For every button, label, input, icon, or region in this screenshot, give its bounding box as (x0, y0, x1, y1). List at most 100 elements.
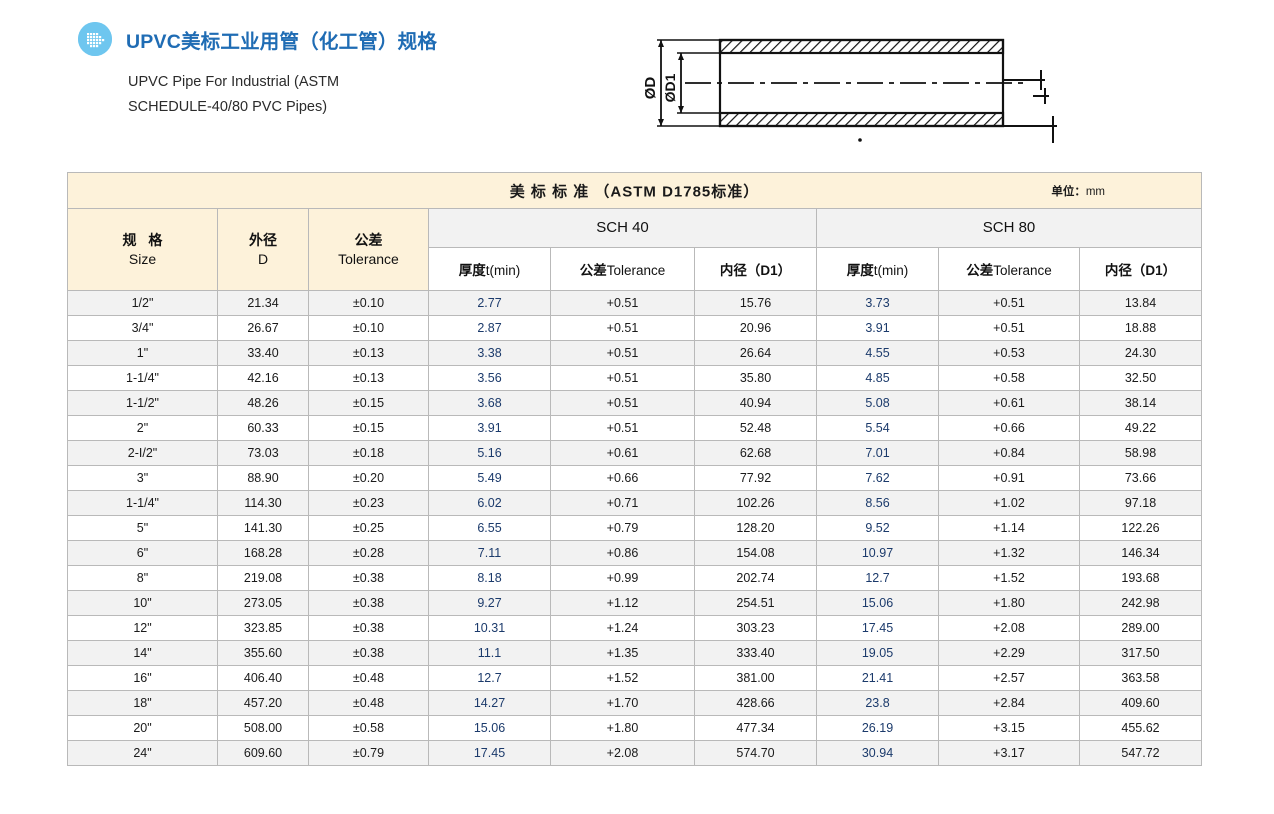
col-header-od-cn: 外径 (249, 231, 277, 248)
sch80-id-cn: 内径 (1104, 263, 1132, 278)
cell-outer-diameter: 73.03 (217, 440, 309, 466)
cell-sch80-inner-diameter: 242.98 (1078, 590, 1203, 616)
cell-outer-diameter: 168.28 (217, 540, 309, 566)
cell-outer-diameter: 273.05 (217, 590, 309, 616)
col-header-sch40-thickness: 厚度t(min) (428, 247, 551, 291)
col-header-size-cn: 规 格 (122, 231, 167, 248)
cell-size: 20" (67, 715, 218, 741)
cell-sch40-tolerance: +0.71 (550, 490, 695, 516)
cell-sch40-tolerance: +0.51 (550, 365, 695, 391)
cell-tolerance: ±0.15 (308, 415, 429, 441)
table-group-header-row: 规 格 Size 外径 D 公差 Tolerance SCH 40 SCH 80 (67, 208, 1203, 291)
sch40-id-en: （D1） (746, 263, 792, 278)
cell-sch80-tolerance: +1.02 (938, 490, 1080, 516)
table-title: 美 标 标 准 （ASTM D1785标准） (509, 183, 760, 200)
sch80-thickness-cn: 厚度 (846, 263, 874, 278)
cell-sch40-tolerance: +1.52 (550, 665, 695, 691)
sch40-tolerance-cn: 公差 (579, 263, 607, 278)
cell-sch40-inner-diameter: 303.23 (694, 615, 817, 641)
table-row: 6" 168.28 ±0.28 7.11 +0.86 154.08 10.97 +1.32 14… (67, 540, 1203, 566)
cell-sch80-inner-diameter: 58.98 (1078, 440, 1203, 466)
cell-sch80-inner-diameter: 38.14 (1078, 390, 1203, 416)
page-subtitle: UPVC Pipe For Industrial (ASTM SCHEDULE-… (128, 70, 388, 121)
cell-sch80-inner-diameter: 24.30 (1078, 340, 1203, 366)
cell-sch80-inner-diameter: 146.34 (1078, 540, 1203, 566)
cell-outer-diameter: 60.33 (217, 415, 309, 441)
col-group-sch40: SCH 40 (428, 208, 817, 248)
cell-sch80-thickness: 23.8 (816, 690, 939, 716)
cell-outer-diameter: 42.16 (217, 365, 309, 391)
col-header-tolerance: 公差 Tolerance (308, 208, 429, 291)
sch40-thickness-cn: 厚度 (458, 263, 486, 278)
cell-sch40-thickness: 9.27 (428, 590, 551, 616)
cell-sch80-tolerance: +2.57 (938, 665, 1080, 691)
cell-tolerance: ±0.18 (308, 440, 429, 466)
sch80-tolerance-en: Tolerance (993, 263, 1052, 278)
table-row: 2-I/2" 73.03 ±0.18 5.16 +0.61 62.68 7.01 +0.84 5… (67, 440, 1203, 466)
cell-sch40-inner-diameter: 40.94 (694, 390, 817, 416)
sch40-tolerance-en: Tolerance (606, 263, 666, 278)
cell-sch80-tolerance: +3.17 (938, 740, 1080, 766)
cell-sch40-thickness: 6.55 (428, 515, 551, 541)
cell-tolerance: ±0.23 (308, 490, 429, 516)
cell-size: 16" (67, 665, 218, 691)
cell-tolerance: ±0.13 (308, 340, 429, 366)
col-header-sch40-tolerance: 公差Tolerance (550, 247, 695, 291)
cell-sch40-thickness: 12.7 (428, 665, 551, 691)
cell-sch80-inner-diameter: 32.50 (1078, 365, 1203, 391)
table-row: 1-1/4" 42.16 ±0.13 3.56 +0.51 35.80 4.85 +0.58 3… (67, 365, 1203, 391)
cell-sch80-thickness: 12.7 (816, 565, 939, 591)
cell-sch80-thickness: 4.55 (816, 340, 939, 366)
cell-size: 18" (67, 690, 218, 716)
cell-sch40-thickness: 14.27 (428, 690, 551, 716)
sch40-thickness-en: t(min) (485, 263, 521, 278)
cell-sch40-thickness: 3.38 (428, 340, 551, 366)
cell-outer-diameter: 406.40 (217, 665, 309, 691)
cell-size: 2-I/2" (67, 440, 218, 466)
cell-sch40-thickness: 7.11 (428, 540, 551, 566)
cell-sch40-tolerance: +0.61 (550, 440, 695, 466)
pixel-arrow-icon (78, 22, 112, 56)
table-row: 24" 609.60 ±0.79 17.45 +2.08 574.70 30.94 +3.17… (67, 740, 1203, 766)
cell-sch40-tolerance: +0.51 (550, 340, 695, 366)
cell-tolerance: ±0.25 (308, 515, 429, 541)
cell-sch80-tolerance: +0.53 (938, 340, 1080, 366)
page-header: UPVC美标工业用管（化工管）规格 UPVC Pipe For Industri… (78, 22, 598, 121)
col-header-sch80-thickness: 厚度t(min) (816, 247, 939, 291)
table-row: 1" 33.40 ±0.13 3.38 +0.51 26.64 4.55 +0.53 24.30 (67, 340, 1203, 366)
cell-outer-diameter: 355.60 (217, 640, 309, 666)
cell-sch80-thickness: 15.06 (816, 590, 939, 616)
cell-outer-diameter: 141.30 (217, 515, 309, 541)
cell-tolerance: ±0.20 (308, 465, 429, 491)
cell-sch40-inner-diameter: 128.20 (694, 515, 817, 541)
table-row: 18" 457.20 ±0.48 14.27 +1.70 428.66 23.8 +2.84 4… (67, 690, 1203, 716)
cell-outer-diameter: 88.90 (217, 465, 309, 491)
cell-tolerance: ±0.10 (308, 315, 429, 341)
table-body: 1/2" 21.34 ±0.10 2.77 +0.51 15.76 3.73 +0.51 13.… (67, 290, 1203, 766)
cell-size: 24" (67, 740, 218, 766)
cell-sch40-thickness: 8.18 (428, 565, 551, 591)
cell-sch80-tolerance: +1.52 (938, 565, 1080, 591)
svg-text:ØD: ØD (645, 77, 659, 100)
cell-size: 1-1/4" (67, 365, 218, 391)
cell-outer-diameter: 114.30 (217, 490, 309, 516)
cell-sch80-thickness: 5.08 (816, 390, 939, 416)
table-row: 5" 141.30 ±0.25 6.55 +0.79 128.20 9.52 +1.14 122… (67, 515, 1203, 541)
cell-sch80-thickness: 30.94 (816, 740, 939, 766)
cell-sch80-inner-diameter: 13.84 (1078, 290, 1203, 316)
cell-outer-diameter: 457.20 (217, 690, 309, 716)
cell-sch40-thickness: 3.56 (428, 365, 551, 391)
table-row: 1/2" 21.34 ±0.10 2.77 +0.51 15.76 3.73 +0.51 13.… (67, 290, 1203, 316)
cell-sch80-tolerance: +0.61 (938, 390, 1080, 416)
cell-sch80-thickness: 3.73 (816, 290, 939, 316)
cell-tolerance: ±0.13 (308, 365, 429, 391)
cell-sch80-tolerance: +1.14 (938, 515, 1080, 541)
cell-size: 12" (67, 615, 218, 641)
cell-sch40-tolerance: +0.86 (550, 540, 695, 566)
sch80-id-en: （D1） (1131, 263, 1177, 278)
cell-sch40-tolerance: +0.51 (550, 315, 695, 341)
cell-sch40-thickness: 15.06 (428, 715, 551, 741)
cell-sch80-inner-diameter: 49.22 (1078, 415, 1203, 441)
cell-sch40-tolerance: +0.79 (550, 515, 695, 541)
cell-sch80-thickness: 5.54 (816, 415, 939, 441)
